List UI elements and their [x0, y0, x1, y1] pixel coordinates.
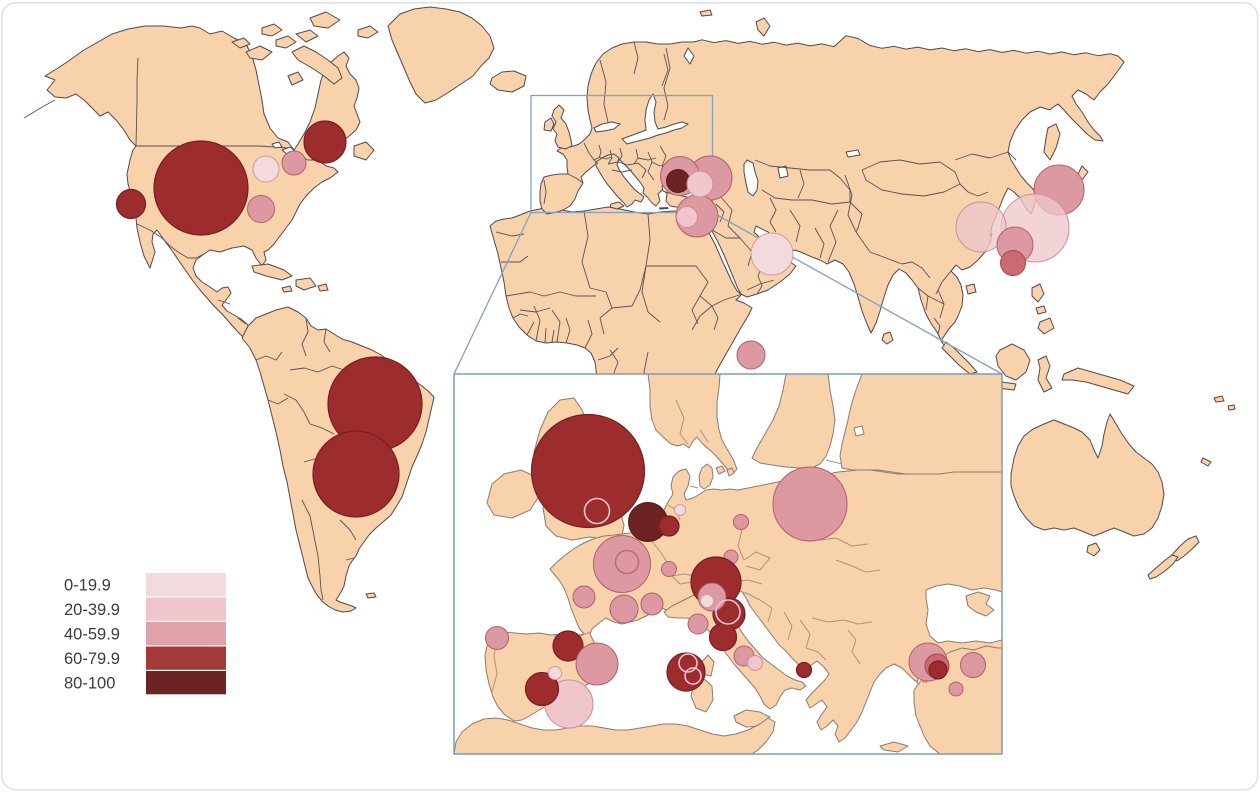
- svg-text:80-100: 80-100: [64, 674, 115, 692]
- svg-text:40-59.9: 40-59.9: [64, 625, 120, 643]
- svg-text:0-19.9: 0-19.9: [64, 576, 111, 594]
- svg-text:60-79.9: 60-79.9: [64, 650, 120, 668]
- svg-text:20-39.9: 20-39.9: [64, 601, 120, 619]
